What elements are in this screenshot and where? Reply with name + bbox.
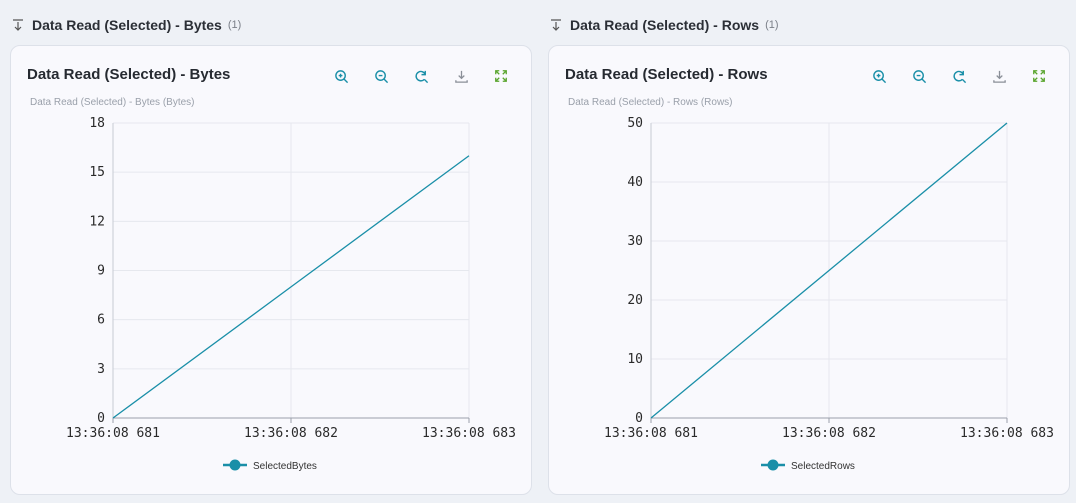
- download-icon[interactable]: [989, 66, 1009, 86]
- legend-marker: [767, 459, 779, 471]
- chart-svg: 0 3 6 9 12 15 18 13:36:08 681 13:36:08 682 13:36:…: [66, 116, 516, 473]
- section-header[interactable]: Data Read (Selected) - Rows (1): [548, 0, 1070, 50]
- y-tick-label: 6: [97, 313, 105, 328]
- chart-toolbar: [869, 66, 1049, 86]
- chart-card-bytes: Data Read (Selected) - Bytes Data Read (…: [10, 45, 532, 495]
- y-tick-label: 50: [627, 116, 643, 131]
- chart-toolbar: [331, 66, 511, 86]
- y-tick-label: 30: [627, 234, 643, 249]
- legend-marker: [229, 459, 241, 471]
- y-tick-label: 3: [97, 362, 105, 377]
- chart-card-rows: Data Read (Selected) - Rows Data Read (S…: [548, 45, 1070, 495]
- section-header[interactable]: Data Read (Selected) - Bytes (1): [10, 0, 532, 50]
- x-tick-label: 13:36:08 683: [422, 426, 516, 441]
- section-bytes: Data Read (Selected) - Bytes (1) Data Re…: [10, 0, 532, 495]
- zoom-in-icon[interactable]: [331, 66, 351, 86]
- section-rows: Data Read (Selected) - Rows (1) Data Rea…: [548, 0, 1070, 495]
- chart-svg: 0 10 20 30 40 50 13:36:08 681 13:36:08 682 13:36…: [604, 116, 1054, 473]
- download-icon[interactable]: [451, 66, 471, 86]
- collapse-icon[interactable]: [548, 17, 564, 33]
- x-tick-label: 13:36:08 682: [782, 426, 876, 441]
- x-tick-label: 13:36:08 681: [604, 426, 698, 441]
- series-line[interactable]: [112, 155, 470, 419]
- y-tick-label: 18: [89, 116, 105, 131]
- y-tick-label: 20: [627, 293, 643, 308]
- series-line[interactable]: [650, 122, 1008, 419]
- section-header-title: Data Read (Selected) - Rows: [570, 17, 760, 33]
- collapse-icon[interactable]: [10, 17, 26, 33]
- reset-zoom-icon[interactable]: [411, 66, 431, 86]
- chart-subtitle: Data Read (Selected) - Bytes (Bytes): [30, 97, 195, 108]
- y-tick-label: 0: [97, 411, 105, 426]
- legend-label: SelectedBytes: [253, 461, 317, 472]
- y-tick-label: 0: [635, 411, 643, 426]
- x-tick-label: 13:36:08 682: [244, 426, 338, 441]
- y-tick-label: 15: [89, 165, 105, 180]
- y-tick-label: 12: [89, 214, 105, 229]
- section-header-title: Data Read (Selected) - Bytes: [32, 17, 222, 33]
- legend-item[interactable]: SelectedRows: [761, 459, 855, 473]
- y-tick-label: 9: [97, 264, 105, 279]
- card-title: Data Read (Selected) - Rows: [565, 66, 768, 83]
- section-count: (1): [765, 19, 779, 31]
- y-tick-label: 10: [627, 352, 643, 367]
- legend-item[interactable]: SelectedBytes: [223, 459, 317, 473]
- chart-subtitle: Data Read (Selected) - Rows (Rows): [568, 97, 733, 108]
- expand-icon[interactable]: [491, 66, 511, 86]
- legend-label: SelectedRows: [791, 461, 855, 472]
- zoom-out-icon[interactable]: [909, 66, 929, 86]
- y-tick-label: 40: [627, 175, 643, 190]
- zoom-out-icon[interactable]: [371, 66, 391, 86]
- expand-icon[interactable]: [1029, 66, 1049, 86]
- x-tick-label: 13:36:08 683: [960, 426, 1054, 441]
- x-tick-label: 13:36:08 681: [66, 426, 160, 441]
- zoom-in-icon[interactable]: [869, 66, 889, 86]
- section-count: (1): [227, 19, 242, 31]
- reset-zoom-icon[interactable]: [949, 66, 969, 86]
- card-title: Data Read (Selected) - Bytes: [27, 66, 231, 83]
